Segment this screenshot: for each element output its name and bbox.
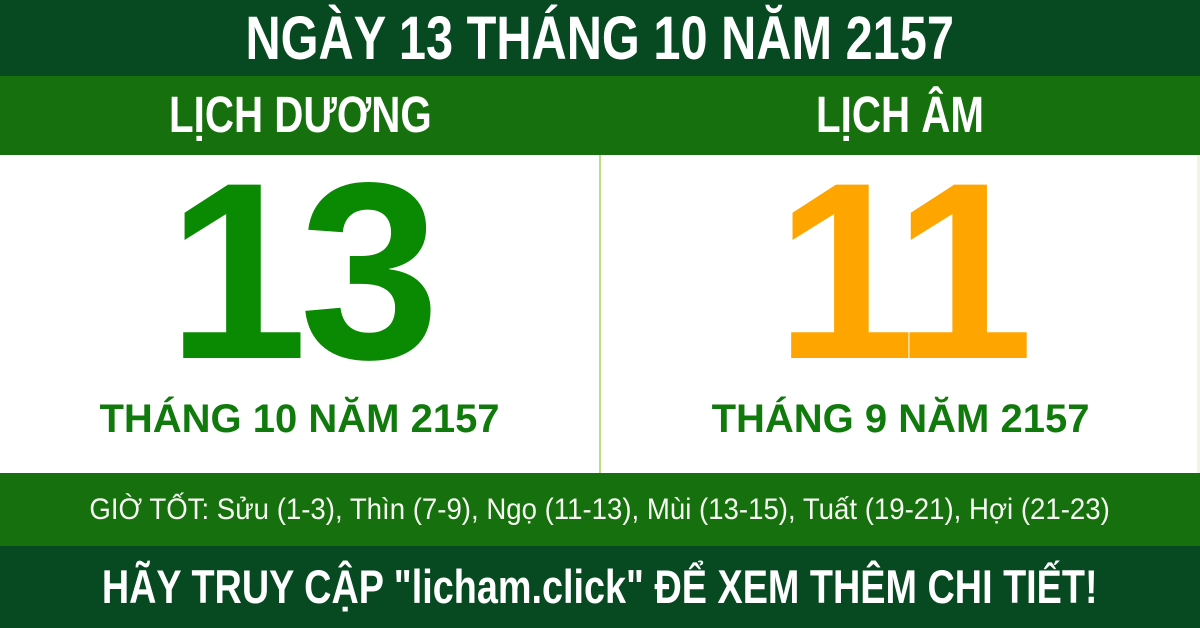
solar-calendar-label: LỊCH DƯƠNG <box>168 87 432 144</box>
lunar-month-year: THÁNG 9 NĂM 2157 <box>711 396 1090 441</box>
panel-divider <box>599 155 601 473</box>
lunar-day-panel: 11 THÁNG 9 NĂM 2157 <box>601 131 1200 473</box>
day-panels: 13 THÁNG 10 NĂM 2157 11 THÁNG 9 NĂM 2157 <box>0 131 1200 473</box>
solar-month-year: THÁNG 10 NĂM 2157 <box>99 396 500 441</box>
good-hours-text: GIỜ TỐT: Sửu (1-3), Thìn (7-9), Ngọ (11-… <box>89 492 1111 526</box>
solar-calendar-header: LỊCH DƯƠNG <box>0 76 600 155</box>
lunar-day-number: 11 <box>775 131 1033 412</box>
date-header-bar: NGÀY 13 THÁNG 10 NĂM 2157 <box>0 0 1200 76</box>
page-title: NGÀY 13 THÁNG 10 NĂM 2157 <box>245 3 955 73</box>
solar-day-panel: 13 THÁNG 10 NĂM 2157 <box>0 131 599 473</box>
lunar-calendar-header: LỊCH ÂM <box>600 76 1200 155</box>
footer-bar: HÃY TRUY CẬP "licham.click" ĐỂ XEM THÊM … <box>0 546 1200 628</box>
calendar-type-band: LỊCH DƯƠNG LỊCH ÂM <box>0 76 1200 155</box>
footer-cta-text: HÃY TRUY CẬP "licham.click" ĐỂ XEM THÊM … <box>102 559 1098 614</box>
good-hours-bar: GIỜ TỐT: Sửu (1-3), Thìn (7-9), Ngọ (11-… <box>0 473 1200 546</box>
solar-day-number: 13 <box>167 131 439 412</box>
lunar-calendar-label: LỊCH ÂM <box>816 87 984 144</box>
